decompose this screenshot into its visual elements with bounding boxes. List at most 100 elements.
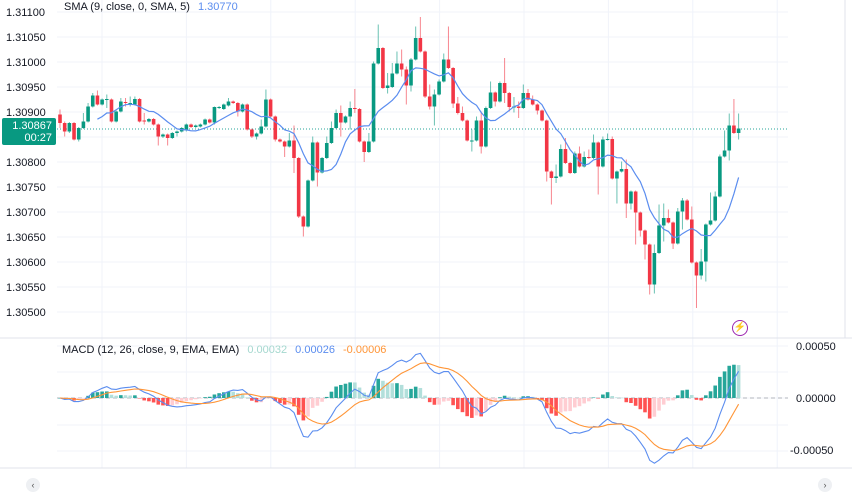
macd-histogram-bar <box>470 398 474 418</box>
candle <box>624 159 629 218</box>
macd-histogram-bar <box>105 391 109 398</box>
macd-histogram-bar <box>479 398 483 417</box>
macd-histogram-bar <box>498 397 502 398</box>
macd-histogram-bar <box>161 398 165 406</box>
candle <box>521 84 526 109</box>
candle <box>493 91 498 107</box>
candle-body <box>727 125 732 151</box>
candle <box>530 95 535 106</box>
candle-body <box>301 216 306 227</box>
macd-histogram-bar <box>273 398 278 402</box>
sma-legend[interactable]: SMA (9, close, 0, SMA, 5) 1.30770 <box>64 1 243 13</box>
macd-histogram-bar <box>675 395 680 398</box>
macd-histogram-bar <box>493 398 498 402</box>
candle-body <box>521 93 526 108</box>
candle-body <box>62 123 67 132</box>
macd-histogram-bar <box>128 395 132 398</box>
macd-histogram-bar <box>615 397 619 398</box>
candle-body <box>324 143 329 158</box>
macd-histogram-bar <box>142 398 147 401</box>
candle-body <box>86 106 90 122</box>
candle <box>399 49 404 77</box>
macd-histogram-bar <box>629 398 633 404</box>
candle <box>236 102 240 117</box>
candle <box>203 118 207 126</box>
candle <box>357 108 362 143</box>
candle-body <box>58 114 62 123</box>
candle <box>95 90 100 106</box>
candle <box>367 133 371 153</box>
macd-histogram-bar <box>399 384 404 398</box>
candle-body <box>601 139 605 167</box>
lightning-icon[interactable]: ⚡ <box>732 320 748 336</box>
macd-histogram-bar <box>147 398 151 402</box>
macd-histogram-bar <box>212 394 217 398</box>
candle-body <box>708 220 713 225</box>
candle-body <box>343 116 348 123</box>
candle <box>371 61 376 143</box>
macd-histogram-bar <box>418 387 423 398</box>
candle-body <box>231 101 235 103</box>
candle <box>339 105 343 137</box>
candle <box>282 140 287 157</box>
candle-body <box>427 96 432 107</box>
candle <box>437 79 441 96</box>
candle <box>334 109 338 129</box>
price-tick-label: 1.30900 <box>6 107 46 119</box>
price-tick-label: 1.30600 <box>6 257 46 269</box>
candle <box>601 136 605 168</box>
candle-body <box>236 103 240 112</box>
macd-histogram-bar <box>193 398 198 400</box>
candle <box>76 127 81 142</box>
candle-body <box>207 119 212 123</box>
macd-histogram-bar <box>502 395 507 398</box>
candle <box>133 96 137 106</box>
candle-body <box>310 142 315 181</box>
candle-body <box>76 128 81 140</box>
candle <box>193 124 198 128</box>
price-tick-label: 1.30650 <box>6 232 46 244</box>
bar-countdown: 00:27 <box>24 132 52 144</box>
candle <box>165 133 170 146</box>
candle-body <box>348 108 352 117</box>
macd-histogram-bar <box>465 398 469 417</box>
candle <box>147 118 151 123</box>
macd-histogram-bar <box>488 398 493 405</box>
candle-body <box>367 141 371 152</box>
candle <box>348 101 352 130</box>
sma-legend-value: 1.30770 <box>198 1 238 13</box>
candle <box>212 106 217 125</box>
macd-legend-label: MACD (12, 26, close, 9, EMA, EMA) <box>62 344 240 356</box>
macd-histogram-bar <box>690 395 694 398</box>
candle-body <box>526 93 530 100</box>
candle-body <box>657 225 661 253</box>
candle <box>479 111 483 154</box>
candle-body <box>671 222 675 244</box>
candle-body <box>582 157 586 167</box>
macd-histogram-bar <box>708 391 713 398</box>
candle-body <box>123 102 128 103</box>
scroll-left-button[interactable]: ‹ <box>26 478 40 492</box>
macd-histogram-bar <box>432 398 437 405</box>
candle <box>170 132 175 139</box>
candle-body <box>596 142 600 167</box>
candle-body <box>175 131 179 133</box>
candle <box>222 103 226 110</box>
macd-histogram-bar <box>568 398 572 412</box>
macd-histogram-bar <box>680 390 685 398</box>
candle-body <box>535 104 540 111</box>
macd-histogram-bar <box>90 392 95 398</box>
candle-body <box>409 59 413 86</box>
macd-histogram-bar <box>605 392 610 398</box>
candle <box>137 98 142 123</box>
macd-histogram-bar <box>577 398 582 407</box>
scroll-right-button[interactable]: › <box>818 478 832 492</box>
candle <box>554 164 558 183</box>
candle <box>100 98 104 106</box>
candle-body <box>72 123 76 140</box>
candle-body <box>568 163 572 173</box>
macd-legend[interactable]: MACD (12, 26, close, 9, EMA, EMA) 0.0003… <box>62 344 391 356</box>
macd-histogram-bar <box>437 398 441 405</box>
candle-body <box>544 120 549 172</box>
